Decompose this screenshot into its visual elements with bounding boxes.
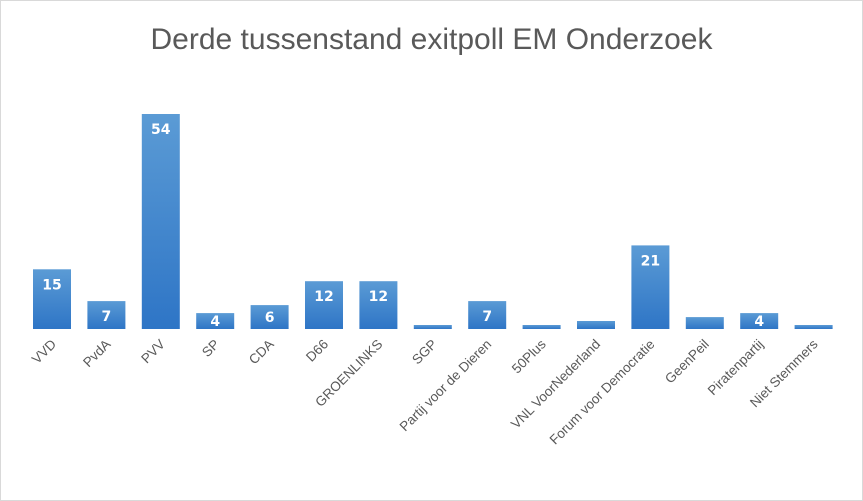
x-tick-label: 50Plus — [509, 336, 549, 376]
bar-value-label: 6 — [265, 310, 275, 326]
x-tick-label: SGP — [409, 337, 440, 368]
bar-pvv — [141, 114, 180, 329]
bar-value-label: 15 — [42, 277, 61, 293]
x-tick-label: Forum voor Democratie — [547, 337, 658, 448]
x-tick-label: GeenPeil — [662, 337, 712, 387]
bar-value-label: 7 — [482, 309, 492, 325]
bar-niet-stemmers — [794, 325, 833, 329]
bar-50plus — [522, 325, 561, 329]
bar-value-label: 1 — [809, 311, 819, 327]
bar-value-label: 1 — [428, 311, 438, 327]
bar-cda — [250, 305, 289, 329]
x-tick-label: VVD — [29, 336, 59, 366]
bar-value-label: 4 — [754, 314, 764, 330]
bar-value-label: 7 — [102, 309, 112, 325]
bar-geenpeil — [685, 317, 724, 329]
bar-vvd — [33, 269, 71, 329]
bar-pvda — [87, 301, 126, 329]
bar-groenlinks — [359, 281, 398, 329]
x-tick-label: VNL VoorNederland — [508, 337, 603, 432]
x-tick-label: CDA — [246, 337, 277, 368]
bar-forum-voor-democratie — [631, 245, 670, 329]
chart-title: Derde tussenstand exitpoll EM Onderzoek — [150, 23, 713, 56]
bar-value-label: 21 — [641, 253, 660, 269]
bar-partij-voor-de-dieren — [468, 301, 507, 329]
bar-value-label: 3 — [700, 303, 710, 319]
bar-value-label: 54 — [151, 122, 171, 138]
bar-value-label: 1 — [537, 311, 547, 327]
x-tick-label: D66 — [303, 337, 331, 365]
bar-value-label: 12 — [314, 289, 333, 305]
x-tick-label: PVV — [138, 337, 168, 367]
bar-piratenpartij — [740, 313, 779, 329]
bar-value-label: 12 — [369, 289, 388, 305]
bar-value-label: 2 — [591, 307, 601, 323]
bar-vnl-voornederland — [577, 321, 615, 329]
bar-sgp — [413, 325, 452, 329]
x-tick-label: Partij voor de Dieren — [397, 337, 495, 435]
x-tick-label: PvdA — [80, 337, 113, 370]
x-tick-label: SP — [199, 337, 222, 360]
bar-value-label: 4 — [210, 314, 220, 330]
bar-sp — [196, 313, 235, 329]
bar-d66 — [305, 281, 343, 329]
